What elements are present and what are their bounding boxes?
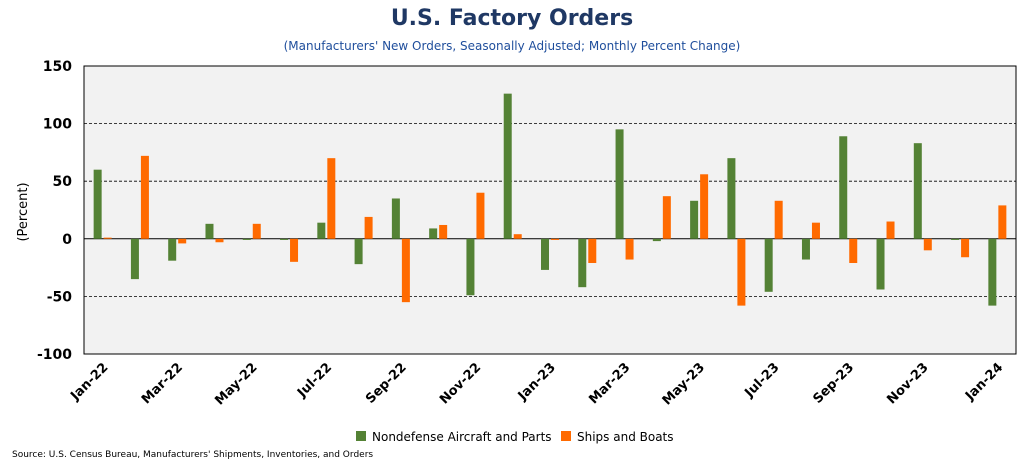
bar-ships-Apr-22 [215,238,224,243]
bar-ships-Dec-22 [513,234,522,239]
bar-aircraft-Nov-22 [466,238,475,296]
bar-ships-Dec-23 [961,238,970,258]
bar-aircraft-May-22 [242,238,251,240]
bar-ships-May-23 [700,174,709,239]
bar-aircraft-Jan-22 [93,169,102,239]
bar-ships-Feb-22 [140,155,149,239]
bar-ships-Aug-22 [364,216,373,239]
bar-aircraft-Oct-22 [429,228,438,239]
bar-aircraft-Mar-22 [168,238,177,261]
bar-ships-Nov-22 [476,192,485,239]
bar-aircraft-Dec-23 [951,238,960,240]
bar-aircraft-Nov-23 [913,143,922,239]
legend-swatch-aircraft [356,431,366,441]
chart-title: U.S. Factory Orders [390,6,634,31]
bar-aircraft-Aug-23 [801,238,810,260]
legend: Nondefense Aircraft and Parts Ships and … [356,430,674,444]
bar-ships-Jun-23 [737,238,746,306]
x-tick-label: Nov-22 [437,360,484,407]
grid-lines [84,123,1016,297]
x-tick-label: Mar-23 [586,360,633,407]
x-tick-label: Jan-24 [962,360,1006,404]
bar-ships-Jul-22 [327,158,336,239]
x-tick-label: Jan-22 [67,360,111,404]
bars [93,93,1007,306]
x-tick-label: May-22 [212,360,260,408]
y-axis-label: (Percent) [16,182,31,241]
bar-aircraft-Feb-23 [578,238,587,288]
bar-ships-May-22 [252,223,261,239]
bar-aircraft-Jan-23 [541,238,549,270]
bar-aircraft-Jul-22 [317,222,326,239]
bar-ships-Feb-23 [588,238,597,263]
x-axis-ticks: Jan-22 Mar-22 May-22 Jul-22 Sep-22 Nov-22 Jan-… [67,360,1006,408]
source-note: Source: U.S. Census Bureau, Manufacturer… [12,450,374,460]
bar-aircraft-Aug-22 [354,238,363,265]
bar-ships-Sep-23 [849,238,858,263]
legend-label-ships: Ships and Boats [577,430,674,444]
y-tick-label: 50 [53,174,73,190]
bar-aircraft-Oct-23 [876,238,885,290]
x-tick-label: Mar-22 [139,360,186,407]
bar-ships-Mar-23 [625,238,634,260]
bar-ships-Jan-22 [103,237,112,239]
x-tick-label: Jul-22 [294,360,335,401]
plot-area [83,65,1017,355]
y-tick-label: -100 [37,347,72,363]
bar-aircraft-Sep-23 [839,136,848,239]
bar-aircraft-Jun-22 [280,238,289,240]
x-tick-label: Jul-23 [741,360,782,401]
y-tick-label: -50 [47,289,73,305]
x-tick-label: Nov-23 [884,360,931,407]
bar-ships-Nov-23 [923,238,932,251]
x-tick-label: May-23 [660,360,708,408]
x-tick-label: Sep-22 [363,360,410,407]
x-tick-label: Sep-23 [810,360,857,407]
y-tick-label: 150 [43,59,72,75]
bar-aircraft-May-23 [690,200,699,239]
bar-ships-Aug-23 [811,222,820,239]
y-axis-ticks: -100 -50 0 50 100 150 [37,59,72,363]
bar-aircraft-Jun-23 [727,158,736,239]
bar-aircraft-Mar-23 [615,129,624,239]
bar-ships-Apr-23 [662,196,671,239]
bar-ships-Jul-23 [774,200,783,239]
y-tick-label: 100 [43,117,72,133]
legend-swatch-ships [561,431,571,441]
bar-aircraft-Apr-23 [652,238,661,242]
y-tick-label: 0 [62,232,72,248]
legend-label-aircraft: Nondefense Aircraft and Parts [372,430,552,444]
bar-ships-Mar-22 [178,238,187,244]
bar-aircraft-Sep-22 [391,198,400,239]
bar-ships-Oct-23 [886,221,895,239]
bar-aircraft-Jan-24 [988,238,997,306]
bar-aircraft-Jul-23 [764,238,773,292]
bar-ships-Sep-22 [401,238,410,303]
bar-ships-Jun-22 [290,238,299,262]
bar-ships-Oct-22 [439,224,448,239]
bar-aircraft-Feb-22 [130,238,139,280]
bar-aircraft-Apr-22 [205,223,214,239]
chart-subtitle: (Manufacturers' New Orders, Seasonally A… [283,39,741,53]
bar-ships-Jan-24 [998,205,1007,239]
x-tick-label: Jan-23 [515,360,559,404]
bar-aircraft-Dec-22 [503,93,512,239]
bar-ships-Jan-23 [551,238,559,240]
